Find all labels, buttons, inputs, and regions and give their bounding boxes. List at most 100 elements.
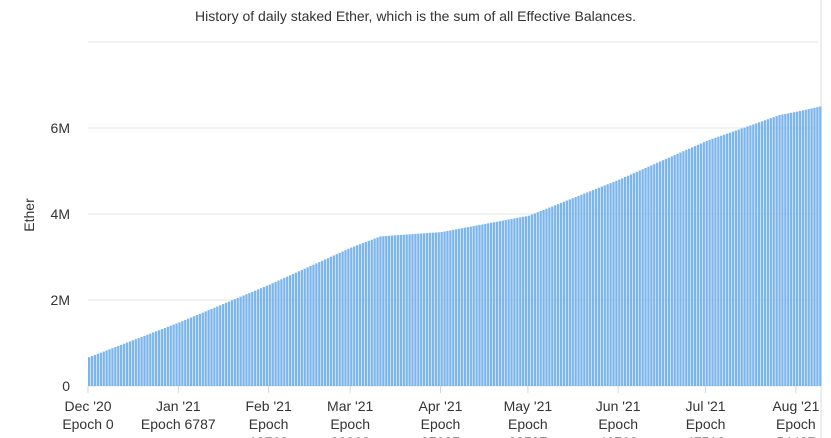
bar bbox=[332, 255, 336, 386]
bar bbox=[329, 256, 333, 386]
bar bbox=[609, 183, 612, 386]
bar bbox=[178, 322, 181, 386]
bar bbox=[361, 243, 365, 386]
bar bbox=[315, 263, 318, 386]
bar bbox=[492, 222, 496, 386]
bar bbox=[350, 247, 353, 386]
bar bbox=[472, 226, 475, 386]
bar bbox=[731, 131, 735, 386]
bar bbox=[647, 166, 650, 386]
bar bbox=[542, 209, 545, 386]
bar bbox=[379, 236, 382, 386]
bar bbox=[358, 244, 362, 386]
bar bbox=[347, 248, 350, 386]
bar bbox=[699, 143, 703, 386]
bar bbox=[781, 114, 784, 386]
bar bbox=[134, 339, 137, 386]
bar bbox=[737, 129, 740, 386]
bar bbox=[545, 208, 548, 386]
bar bbox=[291, 273, 295, 386]
bar bbox=[775, 116, 778, 386]
bar bbox=[548, 207, 551, 386]
bar bbox=[481, 224, 484, 386]
bar bbox=[213, 307, 216, 386]
bar bbox=[117, 345, 120, 386]
bar bbox=[192, 316, 196, 386]
bar bbox=[131, 340, 135, 386]
bar bbox=[769, 118, 772, 387]
bar bbox=[181, 321, 184, 386]
bar bbox=[522, 216, 525, 386]
bar bbox=[734, 130, 737, 386]
x-tick-epoch-label: Epoch 6787 bbox=[141, 416, 216, 432]
bar bbox=[495, 221, 499, 386]
bar bbox=[618, 179, 621, 386]
bar bbox=[294, 272, 298, 386]
bar bbox=[478, 224, 481, 386]
bar bbox=[163, 327, 167, 386]
bar bbox=[251, 291, 254, 386]
y-axis-label: Ether bbox=[21, 198, 37, 232]
bar bbox=[245, 294, 248, 386]
x-tick-month: May '21 bbox=[504, 398, 553, 414]
bar bbox=[621, 178, 624, 386]
bar bbox=[408, 234, 411, 386]
bar bbox=[370, 239, 373, 386]
bar bbox=[746, 126, 749, 387]
bar bbox=[224, 302, 228, 386]
bar bbox=[728, 132, 732, 386]
bar bbox=[819, 106, 822, 386]
bar bbox=[594, 188, 598, 386]
bar bbox=[353, 246, 356, 386]
bar bbox=[504, 220, 507, 386]
x-tick-epoch-label: Epoch bbox=[249, 416, 289, 432]
bar bbox=[673, 155, 676, 386]
bar bbox=[236, 297, 239, 386]
bar bbox=[396, 235, 400, 386]
bar bbox=[574, 197, 577, 386]
bar bbox=[175, 323, 178, 386]
bar bbox=[414, 233, 417, 386]
bar bbox=[242, 295, 245, 386]
bar bbox=[690, 147, 694, 386]
bar bbox=[96, 353, 100, 386]
x-tick-epoch-label: Epoch 0 bbox=[62, 416, 114, 432]
x-tick-epoch-number: 40762 bbox=[599, 434, 638, 438]
bar bbox=[364, 241, 368, 386]
bar bbox=[367, 240, 370, 386]
bar bbox=[463, 227, 467, 386]
bar bbox=[297, 271, 301, 386]
bar bbox=[411, 234, 414, 386]
bar bbox=[268, 284, 271, 386]
bar bbox=[405, 234, 408, 386]
bar bbox=[326, 258, 330, 386]
bar bbox=[591, 190, 595, 386]
bar bbox=[641, 169, 644, 386]
bar bbox=[187, 318, 190, 386]
bar bbox=[696, 144, 700, 386]
bar bbox=[323, 259, 327, 386]
x-tick-month: Mar '21 bbox=[327, 398, 373, 414]
y-tick-label: 2M bbox=[51, 292, 70, 308]
bar bbox=[519, 217, 522, 386]
x-tick-month: Aug '21 bbox=[772, 398, 819, 414]
bar bbox=[376, 237, 379, 386]
bar bbox=[140, 336, 143, 386]
bar bbox=[434, 232, 437, 386]
bar bbox=[790, 112, 793, 386]
bar bbox=[288, 275, 292, 386]
bar bbox=[807, 109, 810, 386]
bar bbox=[533, 213, 537, 386]
x-tick-epoch-label: Epoch bbox=[508, 416, 548, 432]
bar bbox=[157, 330, 161, 386]
bar bbox=[763, 120, 767, 386]
bar bbox=[125, 342, 129, 386]
bar bbox=[452, 229, 455, 386]
bar bbox=[626, 175, 630, 386]
bar bbox=[455, 229, 458, 386]
bar bbox=[440, 232, 443, 386]
bar bbox=[204, 311, 207, 386]
bar bbox=[606, 184, 609, 386]
bar bbox=[137, 338, 140, 386]
bar bbox=[390, 235, 394, 386]
